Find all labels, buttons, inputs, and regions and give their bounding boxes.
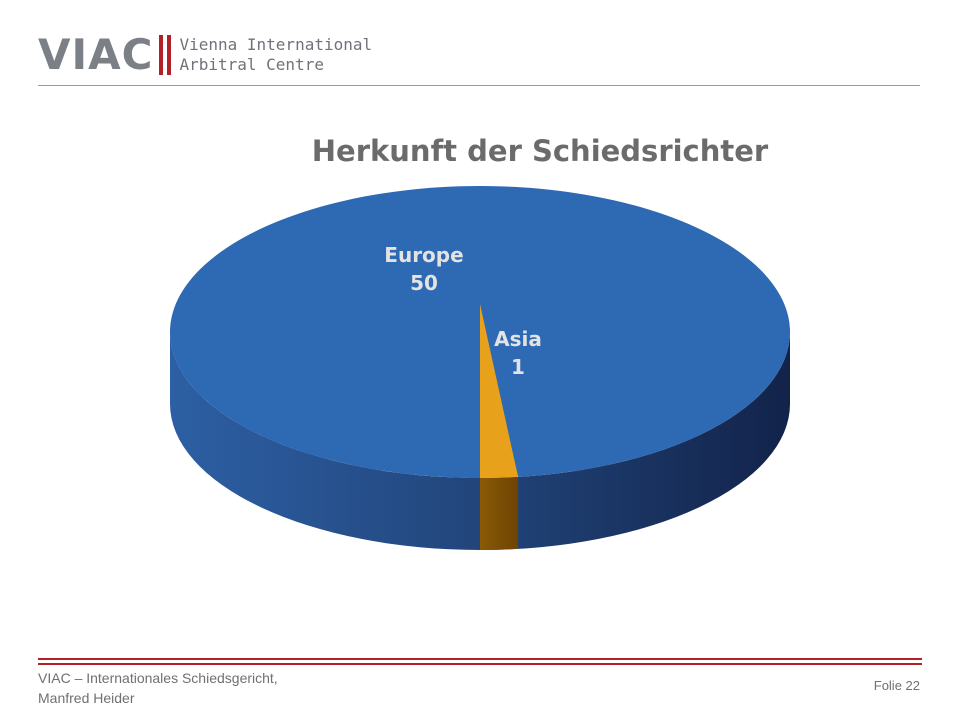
logo-bars-icon <box>159 35 172 75</box>
header-divider <box>38 85 920 86</box>
footer-divider-top <box>38 658 922 660</box>
logo-line2: Arbitral Centre <box>179 55 324 74</box>
footer-divider-bottom <box>38 663 922 665</box>
slice-label-europe: Europe <box>384 243 463 267</box>
footer-line2: Manfred Heider <box>38 690 135 706</box>
chart-title: Herkunft der Schiedsrichter <box>311 134 769 168</box>
viac-logo: VIAC Vienna International Arbitral Centr… <box>38 30 372 80</box>
slice-label-asia: Asia <box>494 327 542 351</box>
logo-line1: Vienna International <box>179 35 373 54</box>
slice-value-europe: 50 <box>410 271 438 295</box>
asia-side-wall <box>480 476 519 550</box>
slide-number: Folie 22 <box>873 678 920 693</box>
footer-text: VIAC – Internationales Schiedsgericht, M… <box>38 668 278 708</box>
logo-text: Vienna International Arbitral Centre <box>179 35 372 75</box>
logo-mark: VIAC <box>38 30 154 79</box>
footer-line1: VIAC – Internationales Schiedsgericht, <box>38 670 278 686</box>
europe-side-wall <box>170 332 790 550</box>
slice-value-asia: 1 <box>511 355 525 379</box>
slice-asia <box>480 304 519 478</box>
